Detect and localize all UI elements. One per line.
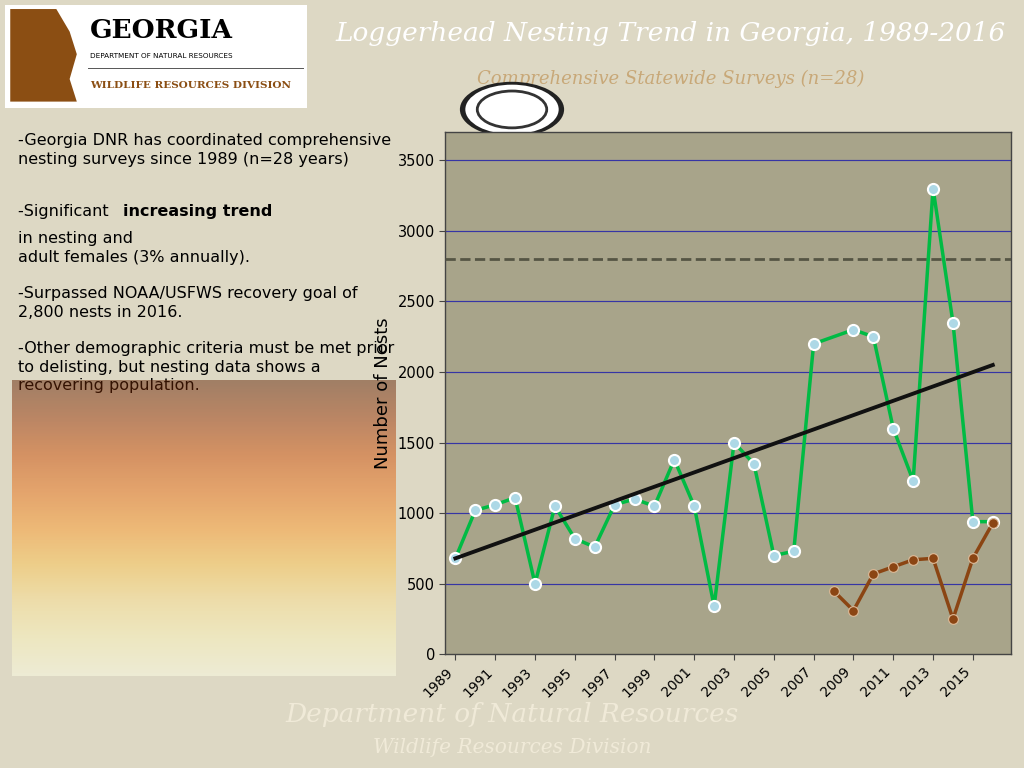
Circle shape (477, 91, 547, 128)
Text: Comprehensive Statewide Surveys (n=28): Comprehensive Statewide Surveys (n=28) (477, 70, 864, 88)
Text: GEORGIA: GEORGIA (90, 18, 233, 43)
Text: Department of Natural Resources: Department of Natural Resources (286, 702, 738, 727)
Text: WILDLIFE RESOURCES DIVISION: WILDLIFE RESOURCES DIVISION (90, 81, 291, 91)
Text: Wildlife Resources Division: Wildlife Resources Division (373, 738, 651, 756)
Circle shape (460, 82, 564, 137)
Circle shape (481, 94, 543, 125)
Polygon shape (10, 9, 77, 101)
Text: -Georgia DNR has coordinated comprehensive
nesting surveys since 1989 (n=28 year: -Georgia DNR has coordinated comprehensi… (18, 133, 391, 167)
Text: -Surpassed NOAA/USFWS recovery goal of
2,800 nests in 2016.: -Surpassed NOAA/USFWS recovery goal of 2… (18, 286, 358, 319)
Text: -Significant: -Significant (18, 204, 115, 220)
Text: in nesting and
adult females (3% annually).: in nesting and adult females (3% annuall… (18, 231, 251, 265)
Text: -Other demographic criteria must be met prior
to delisting, but nesting data sho: -Other demographic criteria must be met … (18, 341, 394, 393)
Text: Loggerhead Nesting Trend in Georgia, 1989-2016: Loggerhead Nesting Trend in Georgia, 198… (336, 22, 1006, 46)
Y-axis label: Number of Nests: Number of Nests (374, 317, 392, 469)
Text: DEPARTMENT OF NATURAL RESOURCES: DEPARTMENT OF NATURAL RESOURCES (90, 54, 232, 59)
Circle shape (465, 84, 559, 134)
Bar (5, 5, 307, 108)
Text: increasing trend: increasing trend (123, 204, 272, 220)
